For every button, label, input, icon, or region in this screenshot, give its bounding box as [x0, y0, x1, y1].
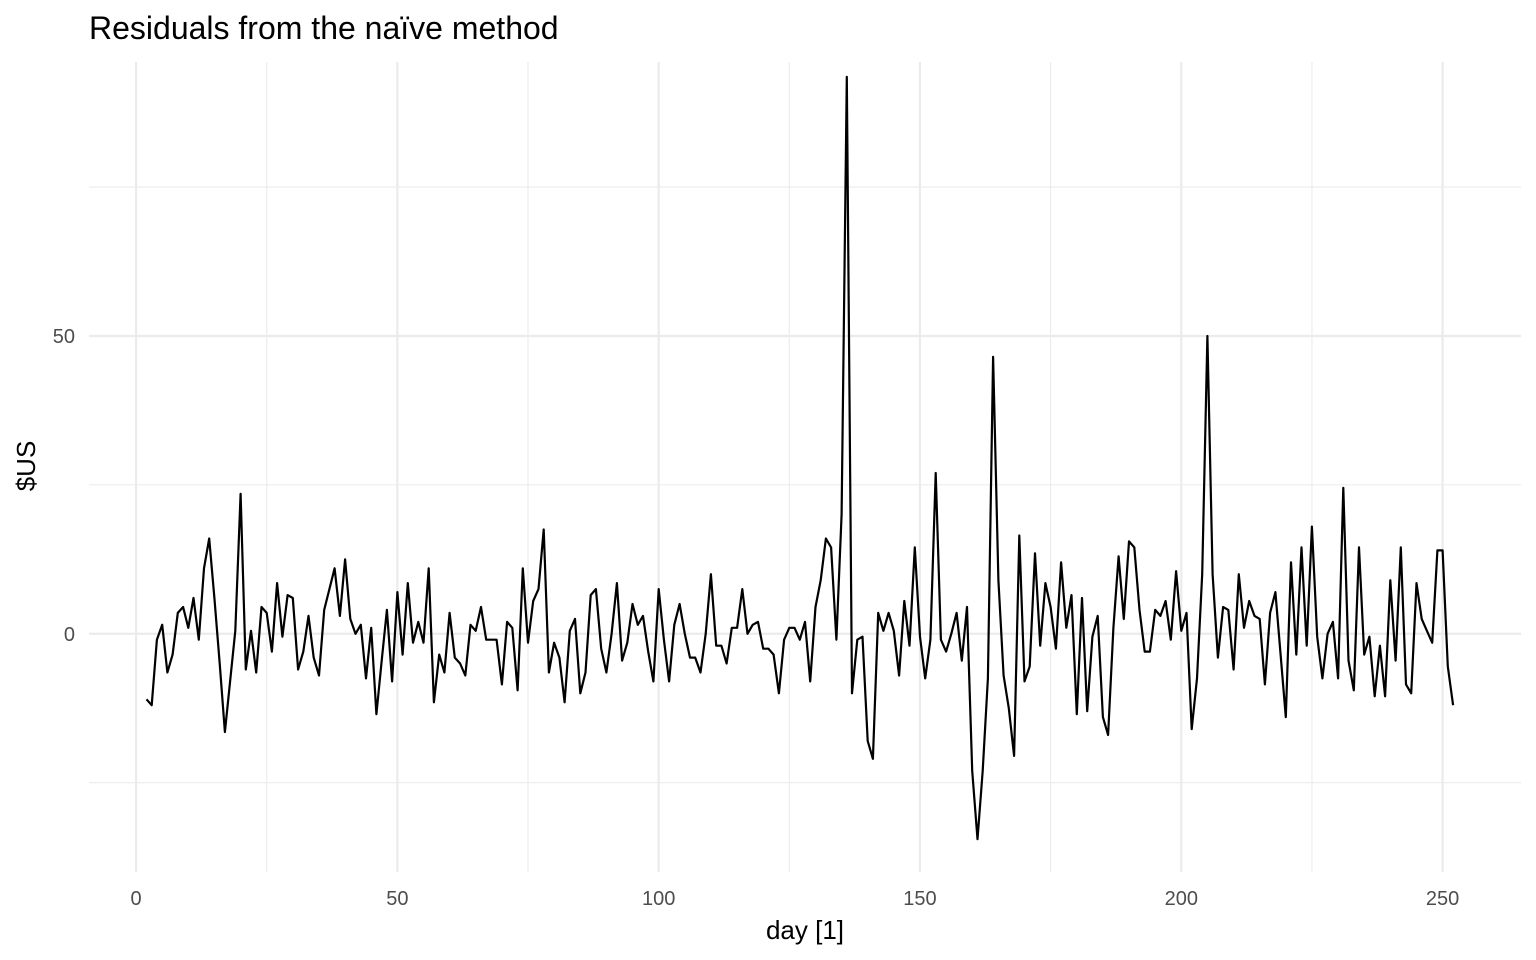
series-layer	[145, 75, 1455, 841]
chart-title: Residuals from the naïve method	[89, 10, 559, 46]
y-tick-label: 50	[53, 326, 75, 348]
x-tick-label: 50	[386, 888, 408, 910]
y-axis-label: $US	[11, 441, 41, 492]
y-tick-label: 0	[64, 624, 75, 646]
y-axis-ticks: 0 50	[53, 326, 75, 646]
x-tick-label: 150	[903, 888, 936, 910]
x-axis-label: day [1]	[766, 915, 844, 945]
x-tick-label: 100	[642, 888, 675, 910]
residuals-series-line	[145, 75, 1455, 841]
x-tick-label: 250	[1426, 888, 1459, 910]
x-axis-ticks: 0 50 100 150 200 250	[130, 888, 1459, 910]
grid-lines	[89, 62, 1521, 872]
x-tick-label: 200	[1165, 888, 1198, 910]
x-tick-label: 0	[130, 888, 141, 910]
